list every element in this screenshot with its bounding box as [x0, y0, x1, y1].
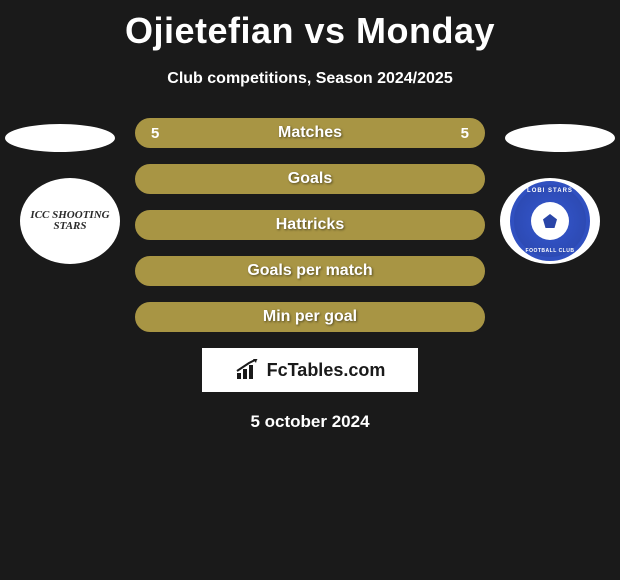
brand-text: FcTables.com — [267, 360, 386, 381]
stat-label: Goals — [288, 170, 332, 188]
stat-label: Matches — [278, 124, 342, 142]
stat-label: Min per goal — [263, 308, 357, 326]
stat-row-matches: 5 Matches 5 — [0, 118, 620, 148]
stat-bar: Min per goal — [135, 302, 485, 332]
stats-container: 5 Matches 5 Goals Hattricks Goals per ma… — [0, 118, 620, 332]
stat-label: Hattricks — [276, 216, 344, 234]
stat-row-goals-per-match: Goals per match — [0, 256, 620, 286]
stat-left-value: 5 — [151, 125, 159, 142]
stat-bar: 5 Matches 5 — [135, 118, 485, 148]
stat-label: Goals per match — [247, 262, 372, 280]
stat-bar: Goals — [135, 164, 485, 194]
stat-bar: Goals per match — [135, 256, 485, 286]
stat-row-goals: Goals — [0, 164, 620, 194]
date-label: 5 october 2024 — [0, 412, 620, 432]
stat-bar: Hattricks — [135, 210, 485, 240]
stat-right-value: 5 — [461, 125, 469, 142]
subtitle: Club competitions, Season 2024/2025 — [0, 70, 620, 88]
stat-row-min-per-goal: Min per goal — [0, 302, 620, 332]
chart-icon — [235, 359, 261, 381]
page-title: Ojietefian vs Monday — [0, 0, 620, 52]
stat-row-hattricks: Hattricks — [0, 210, 620, 240]
brand-box: FcTables.com — [202, 348, 418, 392]
